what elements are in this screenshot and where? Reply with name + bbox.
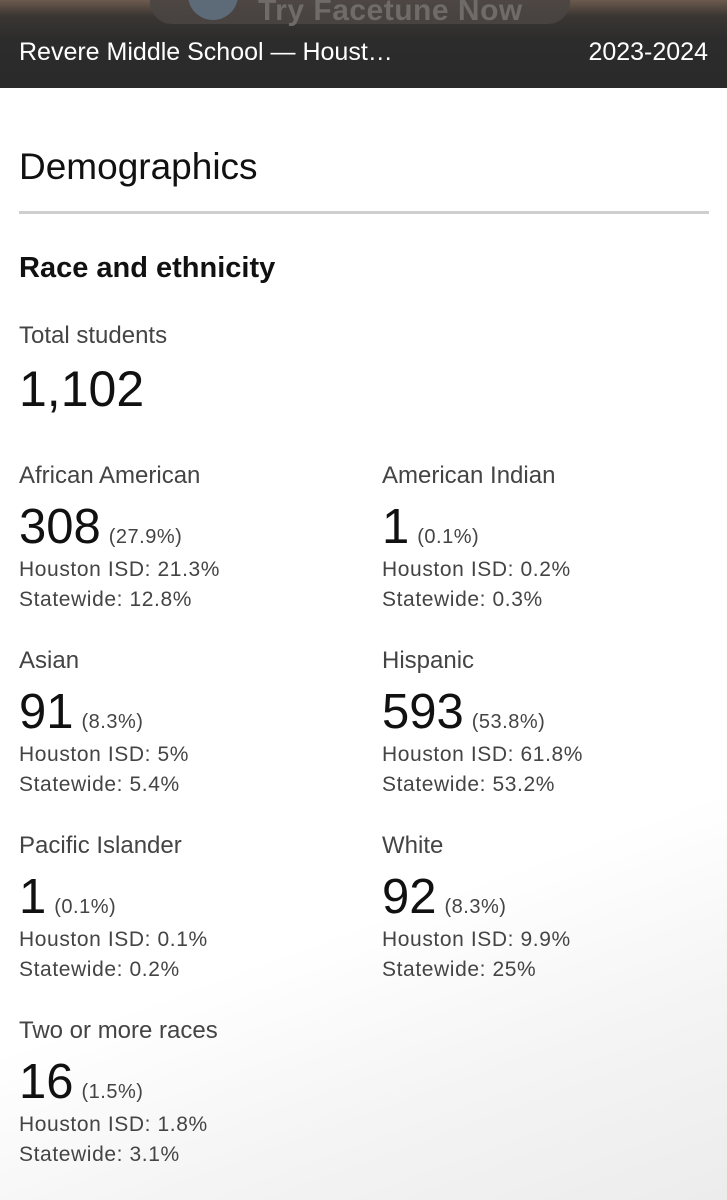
district-comparison: Houston ISD: 21.3%: [19, 558, 221, 581]
subsection-heading: Race and ethnicity: [19, 252, 276, 284]
statewide-comparison: Statewide: 25%: [382, 958, 537, 981]
total-students-label: Total students: [19, 322, 168, 349]
statewide-comparison: Statewide: 5.4%: [19, 773, 180, 796]
demographic-group-asian: Asian 91 (8.3%) Houston ISD: 5% Statewid…: [19, 646, 359, 800]
group-percent: (8.3%): [81, 711, 144, 733]
demographic-group-white: White 92 (8.3%) Houston ISD: 9.9% Statew…: [382, 831, 722, 985]
demographic-group-two-or-more-races: Two or more races 16 (1.5%) Houston ISD:…: [19, 1016, 359, 1170]
statewide-comparison: Statewide: 0.3%: [382, 588, 543, 611]
group-count: 593: [382, 685, 464, 739]
statewide-comparison: Statewide: 53.2%: [382, 773, 556, 796]
group-label: Hispanic: [382, 647, 475, 674]
school-year: 2023-2024: [588, 38, 708, 66]
facetune-app-icon: [188, 0, 238, 20]
group-count: 91: [19, 685, 74, 739]
group-label: White: [382, 832, 444, 859]
statewide-comparison: Statewide: 3.1%: [19, 1143, 180, 1166]
section-heading: Demographics: [19, 146, 258, 187]
section-divider: [19, 211, 709, 214]
group-count: 16: [19, 1055, 74, 1109]
demographic-group-african-american: African American 308 (27.9%) Houston ISD…: [19, 461, 359, 615]
group-count: 1: [19, 870, 47, 924]
group-count: 1: [382, 500, 410, 554]
district-comparison: Houston ISD: 0.2%: [382, 558, 571, 581]
demographic-group-hispanic: Hispanic 593 (53.8%) Houston ISD: 61.8% …: [382, 646, 722, 800]
school-title: Revere Middle School — Houst…: [19, 38, 393, 66]
group-count: 308: [19, 500, 101, 554]
group-percent: (1.5%): [81, 1081, 144, 1103]
group-percent: (8.3%): [444, 896, 507, 918]
group-percent: (0.1%): [417, 526, 480, 548]
district-comparison: Houston ISD: 0.1%: [19, 928, 208, 951]
district-comparison: Houston ISD: 61.8%: [382, 743, 584, 766]
group-label: American Indian: [382, 462, 556, 489]
group-percent: (27.9%): [108, 526, 183, 548]
group-count: 92: [382, 870, 437, 924]
district-comparison: Houston ISD: 1.8%: [19, 1113, 208, 1136]
group-label: Pacific Islander: [19, 832, 182, 859]
group-label: African American: [19, 462, 201, 489]
group-percent: (53.8%): [471, 711, 546, 733]
district-comparison: Houston ISD: 5%: [19, 743, 190, 766]
district-comparison: Houston ISD: 9.9%: [382, 928, 571, 951]
ad-banner-text[interactable]: Try Facetune Now: [258, 0, 523, 27]
total-students-value: 1,102: [19, 361, 145, 417]
demographic-group-american-indian: American Indian 1 (0.1%) Houston ISD: 0.…: [382, 461, 722, 615]
statewide-comparison: Statewide: 12.8%: [19, 588, 193, 611]
group-label: Two or more races: [19, 1017, 218, 1044]
statewide-comparison: Statewide: 0.2%: [19, 958, 180, 981]
demographic-group-pacific-islander: Pacific Islander 1 (0.1%) Houston ISD: 0…: [19, 831, 359, 985]
page-header-bar: Try Facetune Now Revere Middle School — …: [0, 0, 727, 88]
group-label: Asian: [19, 647, 80, 674]
group-percent: (0.1%): [54, 896, 117, 918]
